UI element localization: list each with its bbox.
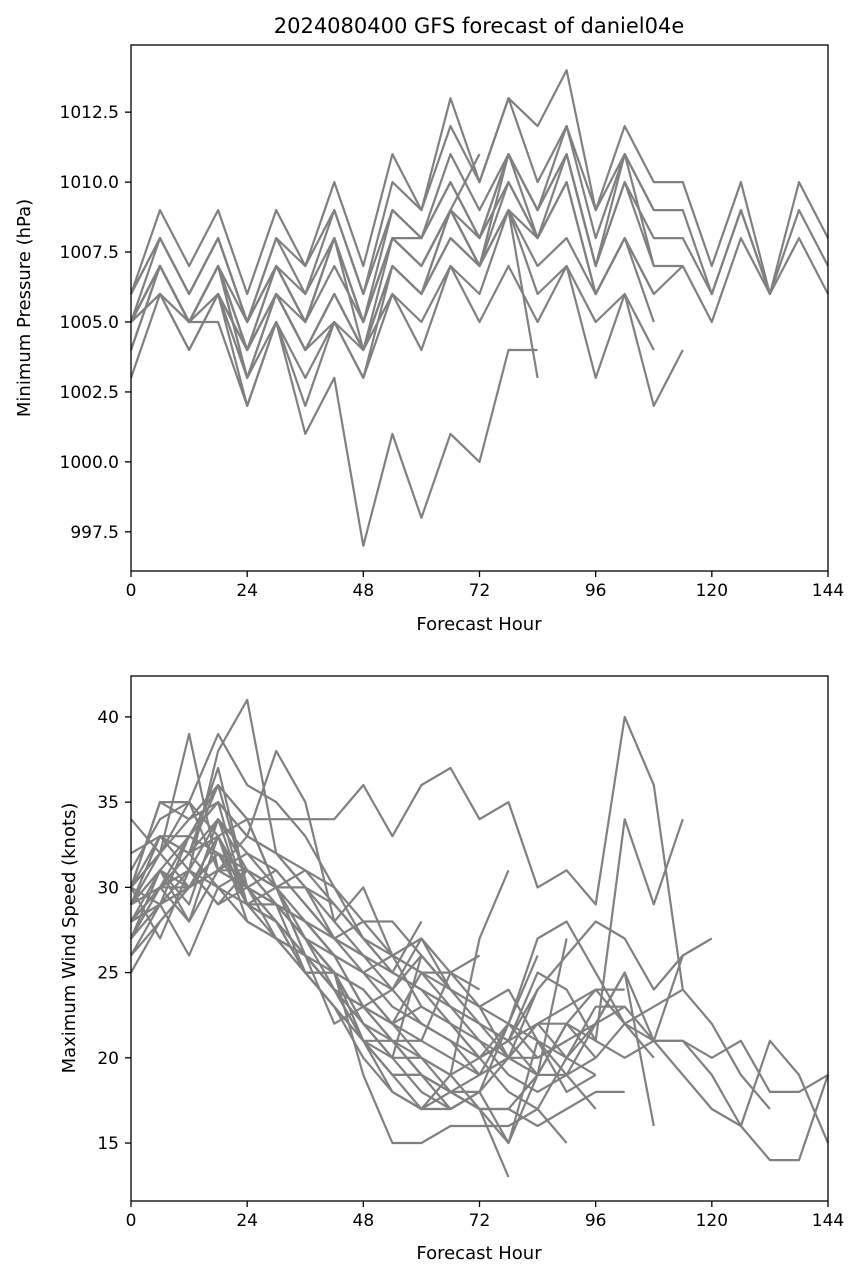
wind-x-tick-label-72: 72: [469, 1211, 491, 1231]
wind-y-tick-label-1: 15: [97, 1134, 119, 1154]
wind-x-tick-label-144: 144: [812, 1211, 844, 1231]
wind-series-31: [130, 801, 423, 974]
pressure-chart: 2024080400 GFS forecast of daniel04e 0 24…: [14, 14, 844, 635]
wind-series-25: [130, 835, 510, 1178]
wind-y-tick-label-6: 40: [97, 708, 119, 728]
wind-chart: 0 24 48 72 96 120 144 15 20 25 30 35 40 Forecast Ho…: [59, 675, 844, 1264]
wind-y-axis-label: Maximum Wind Speed (knots): [59, 803, 80, 1074]
pressure-x-tick-label-0: 0: [126, 581, 137, 601]
wind-x-tick-label-48: 48: [353, 1211, 375, 1231]
wind-series-21: [130, 835, 539, 1076]
wind-x-tick-label-24: 24: [236, 1211, 258, 1231]
wind-series-30: [130, 869, 423, 1059]
pressure-y-tick-label-1: 997.5: [70, 523, 119, 543]
wind-y-axis: 15 20 25 30 35 40: [97, 708, 131, 1154]
wind-x-axis: 0 24 48 72 96 120 144: [126, 1201, 844, 1231]
wind-x-tick-label-96: 96: [585, 1211, 607, 1231]
pressure-y-tick-label-2: 1000.0: [60, 453, 119, 473]
wind-y-tick-label-2: 20: [97, 1049, 119, 1069]
wind-x-tick-label-120: 120: [696, 1211, 728, 1231]
wind-series-29: [130, 852, 452, 991]
pressure-series-11: [130, 264, 684, 407]
pressure-x-axis-label: Forecast Hour: [416, 614, 542, 635]
wind-series-17: [129, 818, 597, 1111]
wind-series-22: [130, 835, 539, 1059]
pressure-y-axis: 997.5 1000.0 1002.5 1005.0 1007.5 1010.0 1012.…: [60, 103, 131, 543]
pressure-x-tick-label-24: 24: [236, 581, 258, 601]
wind-x-axis-label: Forecast Hour: [416, 1243, 542, 1264]
pressure-x-tick-label-48: 48: [353, 581, 375, 601]
pressure-series-15: [130, 292, 538, 547]
pressure-y-axis-label: Minimum Pressure (hPa): [14, 199, 35, 417]
pressure-x-tick-label-120: 120: [696, 581, 728, 601]
chart-title: 2024080400 GFS forecast of daniel04e: [274, 14, 685, 38]
pressure-y-tick-label-4: 1005.0: [60, 313, 119, 333]
pressure-y-tick-label-5: 1007.5: [60, 243, 119, 263]
pressure-series-group: [129, 69, 829, 547]
pressure-x-tick-label-72: 72: [469, 581, 491, 601]
pressure-x-tick-label-144: 144: [812, 581, 844, 601]
wind-x-tick-label-0: 0: [126, 1211, 137, 1231]
wind-y-tick-label-4: 30: [97, 878, 119, 898]
pressure-x-axis: 0 24 48 72 96 120 144: [126, 571, 844, 601]
pressure-y-tick-label-3: 1002.5: [60, 383, 119, 403]
wind-y-tick-label-3: 25: [97, 964, 119, 984]
pressure-y-tick-label-7: 1012.5: [60, 103, 119, 123]
pressure-y-tick-label-6: 1010.0: [60, 173, 119, 193]
wind-y-tick-label-5: 35: [97, 793, 119, 813]
wind-series-group: [129, 698, 830, 1178]
pressure-x-tick-label-96: 96: [585, 581, 607, 601]
